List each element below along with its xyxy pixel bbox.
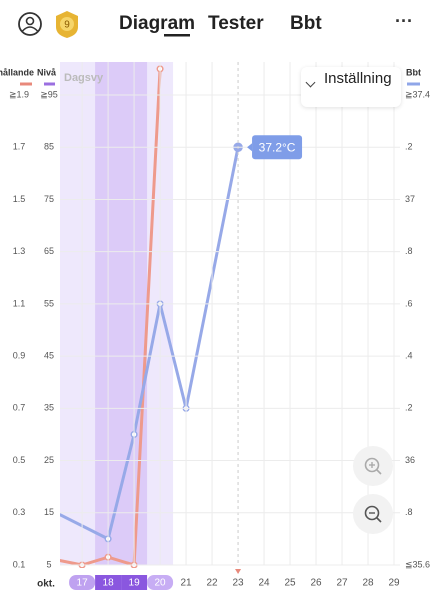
x-tick-label: 29: [388, 578, 400, 589]
x-tick-label: 18: [103, 578, 115, 589]
y-tick-label: 85: [44, 142, 54, 152]
y-tick-label: 0.7: [13, 403, 26, 413]
y-tick-label: 0.1: [13, 559, 26, 569]
y-tick-label: 36: [405, 455, 415, 465]
y-tick-label: ≦35.6: [405, 559, 430, 569]
legend-label: hållande: [0, 67, 34, 77]
x-tick-label: 24: [258, 578, 270, 589]
tab[interactable]: Diagram: [119, 13, 195, 34]
y-tick-label: 37: [405, 194, 415, 204]
chart: 17 18 19 20 21 22 23 24 25 26 27 28 29 okt. ≧1.9 1.7 1.5…: [0, 62, 430, 590]
y-tick-label: 15: [44, 507, 54, 517]
x-tick-label: 20: [155, 578, 167, 589]
y-tick-label: 1.1: [13, 298, 26, 308]
legend-label: Bbt: [406, 67, 421, 77]
tooltip-text: 37.2°C: [259, 140, 296, 154]
y-tick-label: ≧1.9: [9, 89, 29, 99]
y-tick-label: 25: [44, 455, 54, 465]
day-pill: [147, 575, 174, 590]
x-tick-label: 23: [232, 578, 244, 589]
y-tick-label: 5: [46, 559, 51, 569]
y-tick-label: 75: [44, 194, 54, 204]
y-tick-label: 0.9: [13, 350, 26, 360]
y-tick-label: 45: [44, 350, 54, 360]
tooltip-arrow: [247, 143, 253, 152]
view-label: Dagsvy: [64, 72, 104, 84]
zoom-out[interactable]: [353, 494, 393, 534]
y-tick-label: 65: [44, 246, 54, 256]
day-pill: [121, 575, 148, 590]
tab[interactable]: Bbt: [290, 13, 322, 34]
tab[interactable]: Tester: [208, 13, 264, 34]
legend-label: Nivå: [37, 67, 57, 77]
y-tick-label: .6: [405, 298, 413, 308]
y-tick-label: 0.5: [13, 455, 26, 465]
x-tick-label: 27: [336, 578, 348, 589]
profile-icon[interactable]: [18, 12, 42, 36]
y-tick-label: 0.3: [13, 507, 26, 517]
badge-number: 9: [64, 20, 70, 31]
y-tick-label: .8: [405, 246, 413, 256]
y-tick-label: ≧37.4: [405, 89, 430, 99]
data-point: [53, 510, 59, 516]
plot-area: [53, 62, 243, 568]
x-tick-label: 22: [207, 578, 219, 589]
settings-dropdown[interactable]: Inställning: [301, 67, 401, 107]
y-tick-label: .8: [405, 507, 413, 517]
day-pill: [95, 575, 122, 590]
y-tick-label: .2: [405, 403, 413, 413]
menu-button[interactable]: ···: [395, 11, 413, 31]
x-tick-label: 28: [362, 578, 374, 589]
y-tick-label: ≧95: [40, 89, 58, 99]
day-pill: [69, 575, 96, 590]
x-tick-label: 21: [181, 578, 193, 589]
badge[interactable]: 9: [56, 11, 78, 38]
month-label: okt.: [37, 579, 55, 590]
series-line: [60, 146, 240, 542]
x-tick-label: 25: [284, 578, 296, 589]
today-marker: [235, 569, 242, 574]
y-tick-label: 1.7: [13, 142, 26, 152]
settings-label: Inställning: [324, 70, 392, 87]
x-tick-label: 26: [310, 578, 322, 589]
y-tick-label: 55: [44, 298, 54, 308]
y-tick-label: .2: [405, 142, 413, 152]
y-tick-label: 1.3: [13, 246, 26, 256]
y-tick-label: .4: [405, 350, 413, 360]
x-tick-label: 19: [129, 578, 141, 589]
x-tick-label: 17: [77, 578, 89, 589]
y-tick-label: 35: [44, 403, 54, 413]
tooltip-box: [252, 135, 303, 160]
active-tab-indicator: [164, 34, 190, 37]
chevron: [305, 77, 316, 88]
data-point: [53, 557, 59, 563]
y-tick-label: 1.5: [13, 194, 26, 204]
zoom-in[interactable]: [353, 446, 393, 486]
